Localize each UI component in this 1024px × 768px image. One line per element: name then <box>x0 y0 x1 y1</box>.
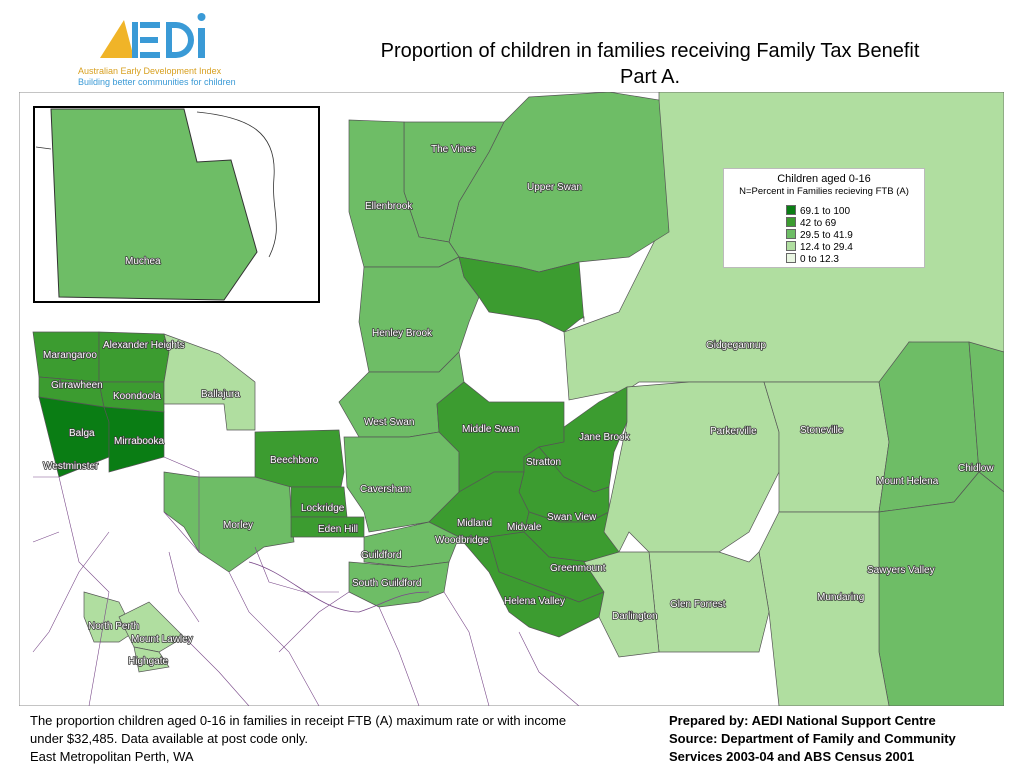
footer-description: The proportion children aged 0-16 in fam… <box>30 712 650 766</box>
label-muchea: Muchea <box>125 256 161 267</box>
footer-right-line3: Services 2003-04 and ABS Census 2001 <box>669 749 915 764</box>
aedi-logo-mark <box>100 13 206 58</box>
footer-left-line2: under $32,485. Data available at post co… <box>30 731 309 746</box>
label-stratton: Stratton <box>526 457 561 468</box>
label-helena-valley: Helena Valley <box>504 596 565 607</box>
legend-row: 12.4 to 29.4 <box>786 241 853 253</box>
label-morley: Morley <box>223 520 253 531</box>
region-morley <box>163 471 295 573</box>
label-alexander-heights: Alexander Heights <box>103 340 185 351</box>
legend-row: 29.5 to 41.9 <box>786 229 853 241</box>
legend-label: 42 to 69 <box>800 218 837 229</box>
region-chidlow <box>968 341 1004 493</box>
label-sawyers-valley: Sawyers Valley <box>867 565 935 576</box>
logo-tagline: Australian Early Development Index Build… <box>78 66 236 88</box>
label-upper-swan: Upper Swan <box>527 182 582 193</box>
legend-swatch <box>786 229 796 239</box>
label-mount-helena: Mount Helena <box>876 476 939 487</box>
region-henley-brook <box>358 256 480 373</box>
map-title: Proportion of children in families recei… <box>300 38 1000 90</box>
label-south-guildford: South Guildford <box>352 578 422 589</box>
label-ballajura: Ballajura <box>201 389 240 400</box>
legend-subtitle: N=Percent in Families recieving FTB (A) <box>739 186 909 197</box>
legend-label: 29.5 to 41.9 <box>800 230 853 241</box>
region-darlington <box>583 551 660 658</box>
label-chidlow: Chidlow <box>958 463 994 474</box>
label-parkerville: Parkerville <box>710 426 757 437</box>
label-highgate: Highgate <box>128 656 168 667</box>
label-mirrabooka: Mirrabooka <box>114 436 164 447</box>
region-mirrabooka <box>103 406 165 473</box>
footer-right-line1: Prepared by: AEDI National Support Centr… <box>669 713 936 728</box>
legend-label: 69.1 to 100 <box>800 206 851 217</box>
footer-left-line3: East Metropolitan Perth, WA <box>30 749 194 764</box>
label-glen-forrest: Glen Forrest <box>670 599 726 610</box>
logo-line1: Australian Early Development Index <box>78 66 222 76</box>
label-caversham: Caversham <box>360 484 411 495</box>
label-mundaring: Mundaring <box>817 592 864 603</box>
label-henley-brook: Henley Brook <box>372 328 433 339</box>
label-north-perth: North Perth <box>88 621 139 632</box>
footer-credits: Prepared by: AEDI National Support Centr… <box>669 712 1009 766</box>
legend-swatch <box>786 253 796 263</box>
region-stoneville <box>763 381 890 513</box>
region-dark-north <box>458 256 585 333</box>
legend-swatch <box>786 205 796 215</box>
suburb-labels: The Vines Upper Swan Ellenbrook Muchea H… <box>42 143 995 668</box>
map-legend: Children aged 0-16 N=Percent in Families… <box>723 168 925 268</box>
label-the-vines: The Vines <box>431 144 476 155</box>
label-marangaroo: Marangaroo <box>43 350 97 361</box>
label-jane-brook: Jane Brook <box>579 432 631 443</box>
region-mundaring <box>758 511 890 706</box>
label-mount-lawley: Mount Lawley <box>131 634 193 645</box>
footer-left-line1: The proportion children aged 0-16 in fam… <box>30 713 567 728</box>
label-west-swan: West Swan <box>364 417 414 428</box>
label-girrawheen: Girrawheen <box>51 380 103 391</box>
title-line2: Part A. <box>619 66 681 88</box>
label-darlington: Darlington <box>612 611 658 622</box>
region-muchea <box>50 108 258 301</box>
legend-swatch <box>786 217 796 227</box>
region-ellenbrook <box>348 119 460 268</box>
label-lockridge: Lockridge <box>301 503 345 514</box>
label-beechboro: Beechboro <box>270 455 319 466</box>
region-mount-lawley <box>118 601 185 653</box>
label-eden-hill: Eden Hill <box>318 524 358 535</box>
river-line <box>248 561 430 613</box>
suburb-boundaries <box>32 456 580 706</box>
logo-line2: Building better communities for children <box>78 77 236 87</box>
label-middle-swan: Middle Swan <box>462 424 519 435</box>
label-midvale: Midvale <box>507 522 542 533</box>
label-westminster: Westminster <box>43 461 99 472</box>
choropleth-map: The Vines Upper Swan Ellenbrook Muchea H… <box>19 92 1004 706</box>
region-highgate <box>133 646 170 673</box>
label-ellenbrook: Ellenbrook <box>365 201 413 212</box>
label-gidgegannup: Gidgegannup <box>706 340 766 351</box>
label-koondoola: Koondoola <box>113 391 161 402</box>
legend-label: 12.4 to 29.4 <box>800 242 853 253</box>
label-midland: Midland <box>457 518 492 529</box>
title-line1: Proportion of children in families recei… <box>380 40 920 62</box>
legend-row: 42 to 69 <box>786 217 837 229</box>
legend-row: 0 to 12.3 <box>786 253 839 265</box>
legend-label: 0 to 12.3 <box>800 254 839 265</box>
label-guildford: Guildford <box>361 550 402 561</box>
label-stoneville: Stoneville <box>800 425 844 436</box>
region-ballajura <box>163 333 256 431</box>
legend-row: 69.1 to 100 <box>786 205 851 217</box>
region-glen-forrest <box>648 551 770 653</box>
label-woodbridge: Woodbridge <box>435 535 489 546</box>
region-north-perth <box>83 591 135 643</box>
label-greenmount: Greenmount <box>550 563 606 574</box>
label-balga: Balga <box>69 428 95 439</box>
legend-swatch <box>786 241 796 251</box>
label-swan-view: Swan View <box>547 512 597 523</box>
region-south-guildford <box>348 561 450 608</box>
legend-title: Children aged 0-16 <box>777 173 871 185</box>
aedi-logo <box>72 8 242 90</box>
footer-right-line2: Source: Department of Family and Communi… <box>669 731 956 746</box>
